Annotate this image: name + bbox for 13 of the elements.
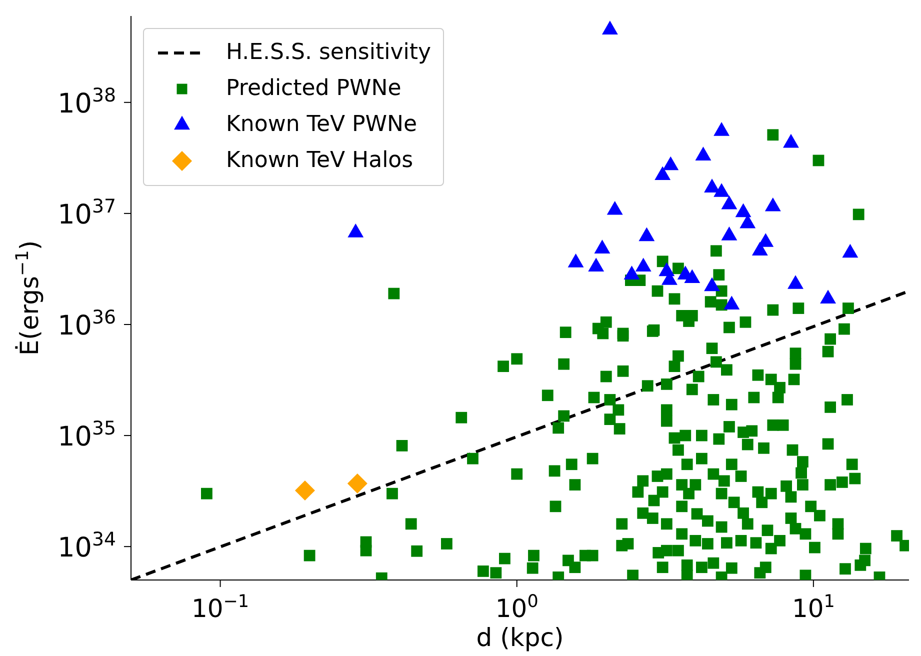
- x-tick-label: 10$^{0}$: [495, 592, 538, 623]
- x-axis-title: d (kpc): [476, 623, 564, 652]
- x-tick-label: 10$^{1}$: [792, 592, 835, 623]
- legend-label: Predicted PWNe: [226, 75, 402, 103]
- y-tick-label: 10$^{38}$: [58, 84, 116, 120]
- y-tick-label: 10$^{37}$: [58, 195, 116, 230]
- legend-label: Known TeV PWNe: [226, 111, 418, 139]
- y-tick-label: 10$^{35}$: [58, 418, 116, 453]
- legend-label: H.E.S.S. sensitivity: [226, 39, 431, 67]
- y-tick-label: 10$^{34}$: [58, 528, 116, 564]
- x-tick-label: 10$^{−1}$: [191, 592, 250, 623]
- legend-label: Known TeV Halos: [226, 147, 414, 175]
- y-tick-label: 10$^{36}$: [58, 306, 116, 342]
